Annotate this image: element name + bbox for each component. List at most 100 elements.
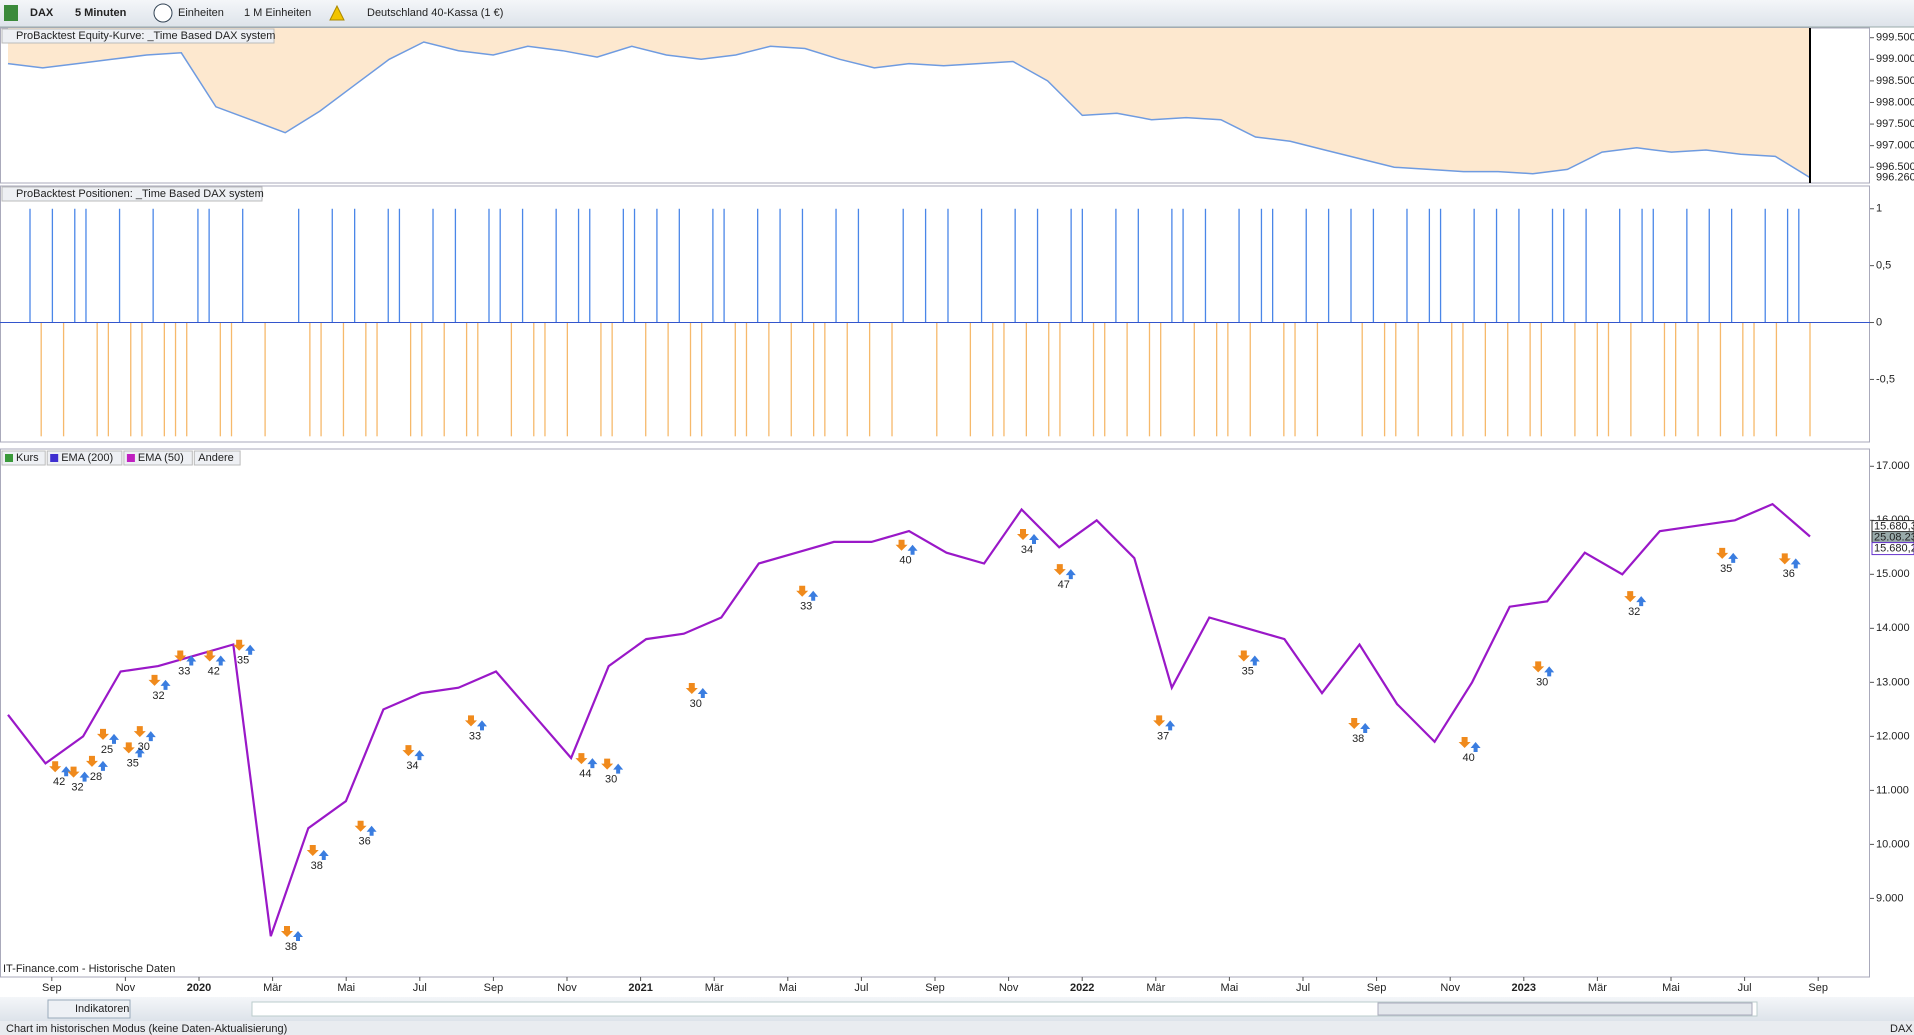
- trade-label: 36: [1783, 568, 1795, 580]
- short-arrow: [148, 674, 161, 686]
- long-arrow: [907, 544, 918, 555]
- short-arrow: [1153, 715, 1166, 727]
- trade-label: 44: [579, 768, 591, 780]
- long-arrow: [1029, 534, 1039, 545]
- short-arrow: [49, 761, 62, 773]
- short-arrow: [85, 755, 98, 767]
- x-tick-label: Nov: [999, 982, 1019, 994]
- short-arrow: [281, 926, 293, 938]
- long-arrow: [145, 731, 156, 742]
- long-arrow: [61, 766, 72, 777]
- interval[interactable]: 5 Minuten: [75, 7, 127, 19]
- units[interactable]: Einheiten: [178, 7, 224, 19]
- x-tick-label: Mär: [1146, 982, 1165, 994]
- short-arrow: [1458, 736, 1471, 748]
- trade-label: 37: [1157, 730, 1169, 742]
- trade-label: 42: [53, 776, 65, 788]
- short-arrow: [1348, 718, 1361, 730]
- long-arrow: [109, 733, 119, 744]
- equity-legend[interactable]: ProBacktest Equity-Kurve: _Time Based DA…: [16, 30, 275, 42]
- legend-box: [123, 450, 193, 466]
- count[interactable]: 1 M Einheiten: [244, 7, 311, 19]
- short-arrow: [465, 715, 477, 727]
- trade-label: 33: [469, 730, 481, 742]
- short-arrow: [895, 539, 908, 551]
- x-tick-label: Sep: [925, 982, 945, 994]
- long-arrow: [186, 655, 197, 666]
- y-tick-label: 13.000: [1876, 676, 1910, 688]
- symbol[interactable]: DAX: [30, 7, 54, 19]
- trade-label: 32: [152, 690, 164, 702]
- long-arrow: [245, 644, 256, 655]
- y-tick-label: -0,5: [1876, 373, 1895, 385]
- legend-entry[interactable]: Andere: [198, 452, 233, 464]
- clock-icon[interactable]: [153, 3, 173, 23]
- x-tick-label: Sep: [484, 982, 504, 994]
- y-tick-label: 17.000: [1876, 460, 1910, 472]
- x-tick-label: Sep: [42, 982, 62, 994]
- trade-label: 33: [178, 665, 190, 677]
- long-arrow: [1544, 666, 1555, 677]
- trade-label: 47: [1058, 579, 1070, 591]
- indicators-button[interactable]: [47, 999, 131, 1019]
- x-tick-label: Sep: [1808, 982, 1828, 994]
- short-arrow: [1716, 547, 1729, 559]
- long-arrow: [587, 758, 598, 769]
- x-tick-label: Mai: [779, 982, 797, 994]
- x-tick-label: Nov: [557, 982, 577, 994]
- long-arrow: [318, 849, 329, 860]
- short-arrow: [1053, 564, 1066, 576]
- long-arrow: [1165, 720, 1176, 731]
- long-arrow: [1249, 655, 1260, 666]
- short-arrow: [1624, 591, 1637, 603]
- x-tick-label: Jul: [413, 982, 427, 994]
- legend-swatch: [126, 454, 135, 462]
- long-arrow: [293, 931, 303, 942]
- warning-icon[interactable]: [329, 4, 345, 21]
- y-tick-label: 11.000: [1876, 784, 1909, 796]
- short-arrow: [354, 820, 367, 832]
- x-tick-label: Nov: [116, 982, 136, 994]
- y-tick-label: 1: [1876, 203, 1882, 215]
- y-tick-label: 999.000: [1876, 53, 1914, 65]
- short-arrow: [233, 639, 246, 651]
- trade-label: 30: [690, 698, 702, 710]
- scroll-thumb[interactable]: [1377, 1002, 1753, 1016]
- y-tick-label: 997.500: [1876, 118, 1914, 130]
- legend-box: [46, 450, 123, 466]
- positions-legend[interactable]: ProBacktest Positionen: _Time Based DAX …: [16, 188, 264, 200]
- short-arrow: [306, 844, 319, 856]
- long-arrow: [1065, 569, 1076, 580]
- x-tick-label: Mai: [337, 982, 355, 994]
- long-arrow: [215, 655, 226, 666]
- x-tick-label: Jul: [1296, 982, 1310, 994]
- x-tick-label: Sep: [1367, 982, 1387, 994]
- long-arrow: [477, 720, 487, 731]
- trade-label: 38: [285, 941, 297, 953]
- long-arrow: [414, 750, 425, 761]
- trade-label: 42: [208, 665, 220, 677]
- trade-label: 38: [311, 860, 323, 872]
- x-tick-label: 2020: [187, 982, 211, 994]
- legend-entry[interactable]: EMA (50): [138, 452, 184, 464]
- legend-entry[interactable]: EMA (200): [61, 452, 113, 464]
- trade-label: 32: [1628, 606, 1640, 618]
- indicators[interactable]: Indikatoren: [75, 1003, 129, 1015]
- instrument[interactable]: Deutschland 40-Kassa (1 €): [367, 7, 503, 19]
- short-arrow: [67, 766, 80, 778]
- trade-label: 35: [127, 757, 139, 769]
- chart-icon[interactable]: [4, 5, 18, 21]
- trade-label: 30: [138, 741, 150, 753]
- short-arrow: [1778, 553, 1791, 565]
- trade-label: 30: [605, 773, 617, 785]
- y-tick-label: 996.500: [1876, 161, 1914, 173]
- x-tick-label: Mär: [705, 982, 724, 994]
- x-tick-label: Mär: [1588, 982, 1607, 994]
- trade-label: 38: [1352, 733, 1364, 745]
- short-arrow: [174, 650, 187, 662]
- legend-swatch: [5, 454, 13, 462]
- short-arrow: [796, 585, 809, 597]
- x-tick-label: 2023: [1512, 982, 1536, 994]
- legend-entry[interactable]: Kurs: [16, 452, 39, 464]
